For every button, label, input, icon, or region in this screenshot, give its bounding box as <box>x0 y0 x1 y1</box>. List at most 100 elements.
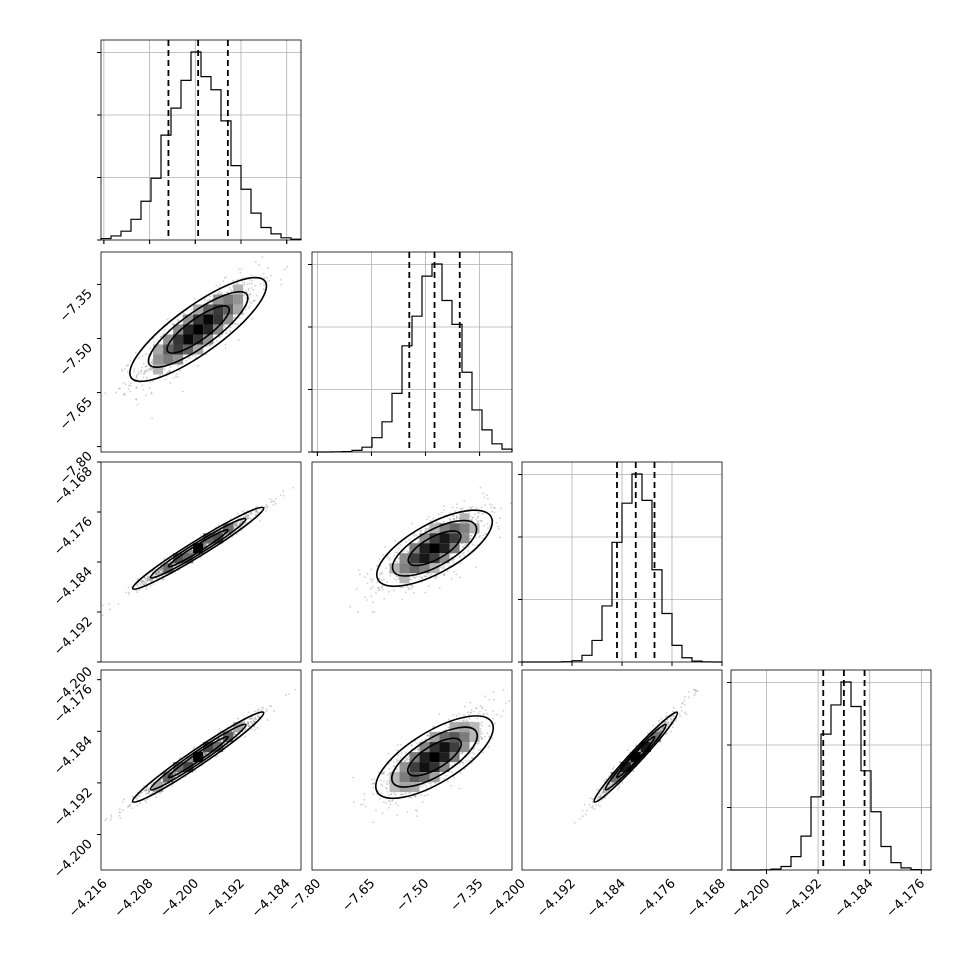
sample-point <box>271 500 274 503</box>
density-cell <box>223 314 234 325</box>
sample-point <box>151 367 154 370</box>
sample-point <box>393 554 396 557</box>
sample-point <box>209 295 212 298</box>
sample-point <box>123 368 126 370</box>
sample-point <box>244 728 247 731</box>
sample-point <box>269 498 272 501</box>
histogram <box>311 263 513 453</box>
sample-point <box>253 299 256 302</box>
density-cell <box>399 553 410 564</box>
density-cell <box>389 563 400 574</box>
sample-point <box>477 521 479 524</box>
sample-point <box>169 366 172 368</box>
sample-point <box>237 268 240 271</box>
sample-point <box>145 793 147 795</box>
sample-point <box>427 585 430 588</box>
density <box>104 688 297 822</box>
sample-point <box>193 746 195 749</box>
sample-point <box>136 579 139 581</box>
sample-point <box>443 567 446 569</box>
sample-point <box>224 326 226 328</box>
sample-point <box>235 533 238 536</box>
sample-point <box>249 301 251 303</box>
sample-point <box>462 546 464 548</box>
density <box>349 486 512 614</box>
sample-point <box>450 577 453 580</box>
sample-point <box>446 570 449 573</box>
sample-point <box>223 277 226 280</box>
sample-point <box>375 592 377 594</box>
sample-point <box>247 721 250 724</box>
sample-point <box>370 568 373 571</box>
contour-line <box>129 276 268 383</box>
sample-point <box>250 728 253 731</box>
sample-point <box>240 529 243 532</box>
panel-3-0 <box>97 240 302 871</box>
sample-point <box>132 796 134 798</box>
sample-point <box>225 276 227 278</box>
sample-point <box>153 569 156 571</box>
sample-point <box>190 759 193 761</box>
sample-point <box>191 551 194 554</box>
sample-point <box>387 591 390 593</box>
sample-point <box>443 509 445 511</box>
sample-point <box>158 571 161 573</box>
sample-point <box>141 366 143 369</box>
sample-point <box>452 519 455 521</box>
sample-point <box>243 281 246 284</box>
sample-point <box>245 515 248 517</box>
sample-point <box>473 513 476 516</box>
sample-point <box>463 500 466 502</box>
sample-point <box>160 567 163 570</box>
panel-frame <box>100 39 302 241</box>
sample-point <box>161 567 164 570</box>
sample-point <box>250 511 253 514</box>
sample-point <box>254 284 257 287</box>
sample-point <box>127 388 130 390</box>
sample-point <box>453 570 456 573</box>
sample-point <box>224 347 227 349</box>
sample-point <box>381 585 383 588</box>
sample-point <box>219 292 222 295</box>
sample-point <box>462 553 464 555</box>
sample-point <box>191 551 194 553</box>
sample-point <box>480 520 483 522</box>
sample-point <box>465 543 468 546</box>
sample-point <box>282 490 285 493</box>
sample-point <box>128 591 130 594</box>
density-cell <box>173 354 184 365</box>
sample-point <box>226 291 229 294</box>
sample-point <box>234 315 237 318</box>
sample-point <box>381 579 383 582</box>
sample-point <box>263 277 266 279</box>
sample-point <box>145 788 148 791</box>
contour-line <box>131 711 265 804</box>
sample-point <box>421 577 423 579</box>
sample-point <box>245 290 248 292</box>
sample-point <box>151 579 154 581</box>
sample-point <box>133 370 136 373</box>
sample-point <box>247 723 249 725</box>
sample-point <box>292 486 295 489</box>
sample-point <box>130 802 133 804</box>
sample-point <box>247 517 250 520</box>
density-cell <box>153 344 164 355</box>
density-cell <box>193 752 204 763</box>
sample-point <box>146 575 149 578</box>
sample-point <box>242 721 245 724</box>
sample-point <box>407 545 410 548</box>
sample-point <box>202 753 205 756</box>
sample-point <box>157 570 160 573</box>
sample-point <box>449 517 452 520</box>
sample-point <box>141 355 144 357</box>
sample-point <box>139 583 142 586</box>
sample-point <box>254 718 257 720</box>
sample-point <box>144 394 147 397</box>
sample-point <box>486 522 489 525</box>
sample-point <box>413 591 415 594</box>
sample-point <box>280 283 283 286</box>
sample-point <box>144 371 147 374</box>
sample-point <box>161 567 164 569</box>
sample-point <box>148 368 151 370</box>
sample-point <box>158 572 161 574</box>
